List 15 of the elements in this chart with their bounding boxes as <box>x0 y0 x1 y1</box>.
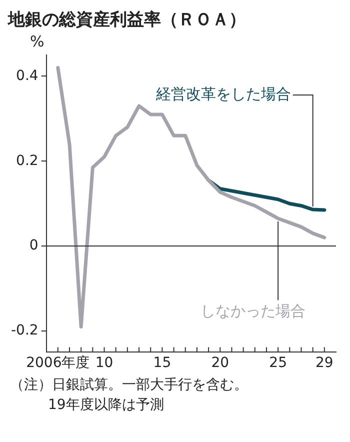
y-tick-label: 0.4 <box>16 68 38 84</box>
x-tick-label: 10 <box>95 355 114 372</box>
y-tick-label: 0.2 <box>16 152 38 169</box>
x-tick-label: 20 <box>211 355 230 372</box>
chart-title: 地銀の総資産利益率（ＲＯＡ） <box>8 9 247 31</box>
text: 経営改革をした場合 <box>154 84 291 103</box>
x-tick-label: 25 <box>269 355 287 372</box>
x-tick-label: 15 <box>153 355 172 372</box>
x-tick-label: 2006年度 <box>26 355 90 372</box>
x-tick-label: 29 <box>316 355 334 372</box>
y-tick-label: 0 <box>29 238 38 254</box>
y-axis-title: % <box>30 32 44 50</box>
y-tick-label: -0.2 <box>10 322 38 339</box>
text: （注）日銀試算。一部大手行を含む。 19年度以降は予測 <box>9 376 249 415</box>
text: しなかった場合 <box>200 302 306 320</box>
